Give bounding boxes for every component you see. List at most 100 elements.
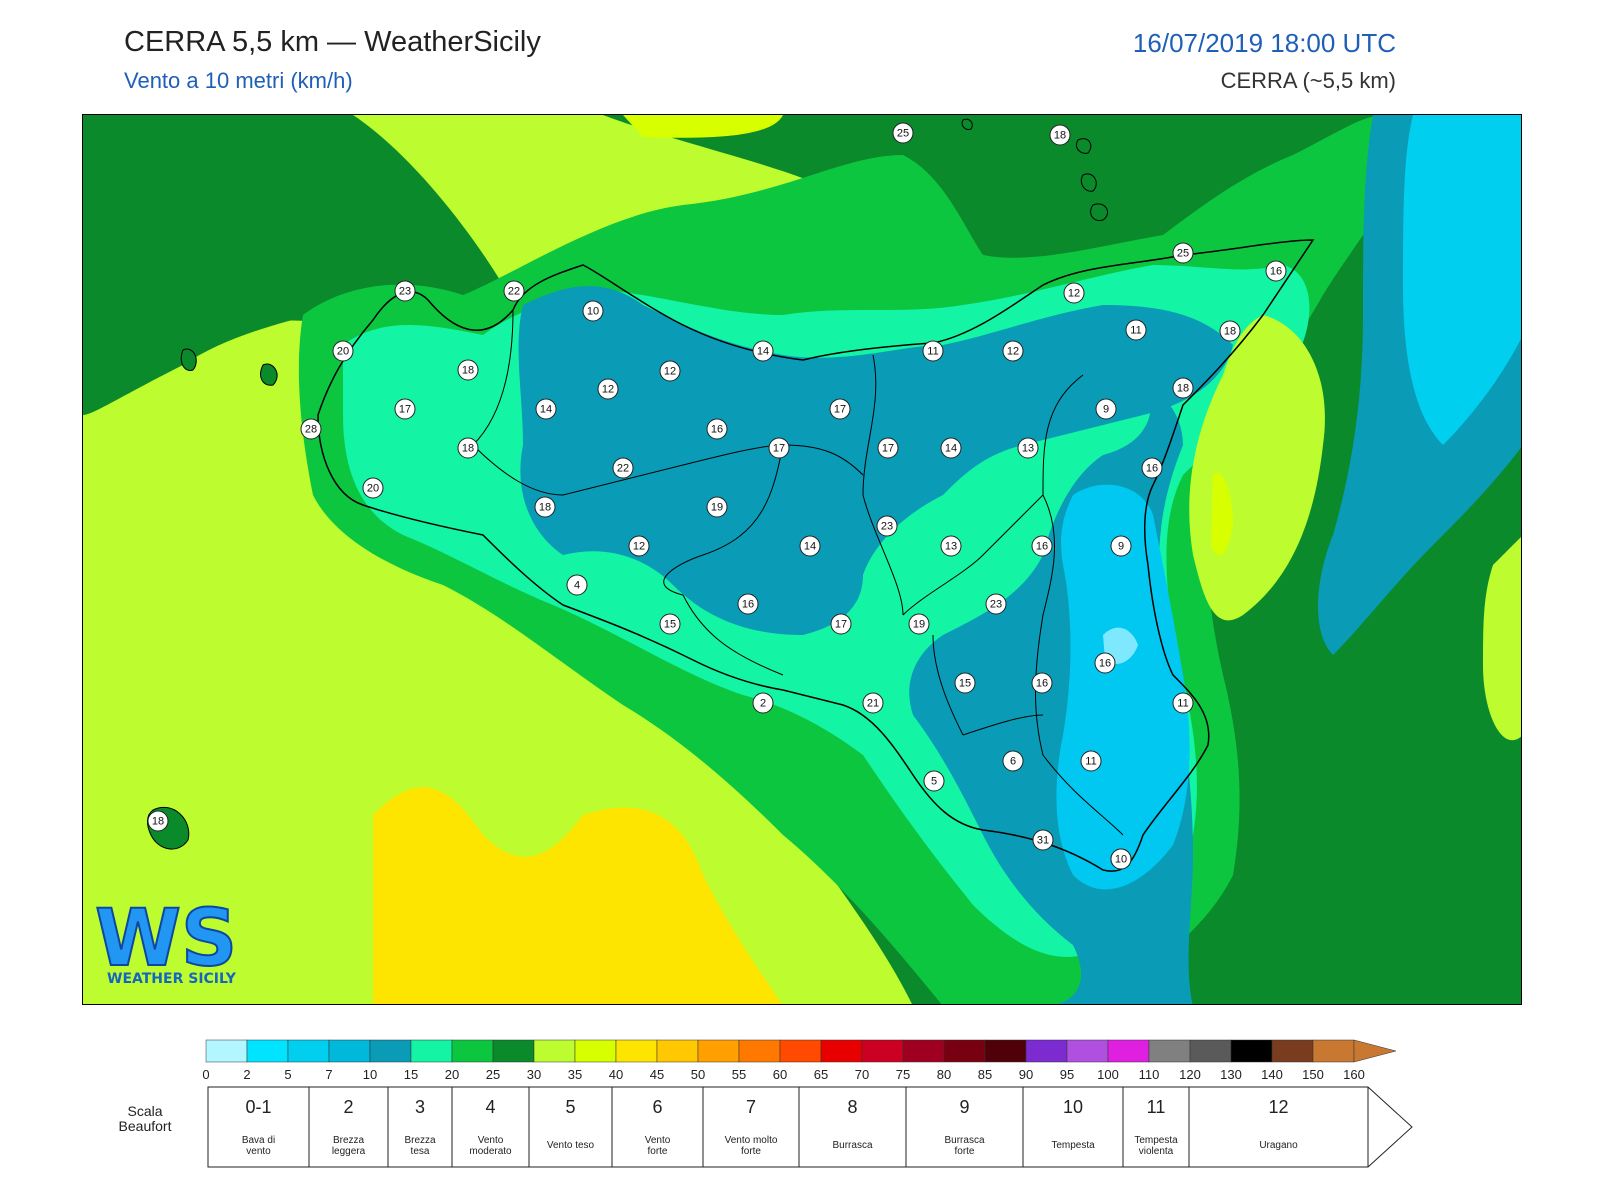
wind-point-marker	[876, 515, 898, 537]
legend-color-swatch	[369, 1039, 412, 1063]
wind-point-value: 12	[633, 541, 645, 553]
wind-point-marker	[892, 122, 914, 144]
beaufort-number: 6	[652, 1097, 662, 1117]
wind-point-label: 6	[1002, 750, 1024, 772]
wind-point-value: 18	[1054, 130, 1066, 142]
beaufort-box	[702, 1086, 800, 1168]
wind-point-label: 16	[737, 593, 759, 615]
wind-point-label: 12	[1063, 282, 1085, 304]
wind-point-value: 19	[913, 619, 925, 631]
wind-point-marker	[1110, 535, 1132, 557]
legend-tick-label: 25	[486, 1067, 500, 1082]
wind-point-marker	[534, 496, 556, 518]
wind-point-value: 11	[1130, 325, 1141, 337]
legend-color-swatch	[943, 1039, 986, 1063]
wind-point-value: 17	[834, 404, 846, 416]
wind-zone-2-5	[1103, 627, 1138, 665]
beaufort-box-arrow	[1188, 1086, 1413, 1168]
wind-point-value: 4	[574, 580, 580, 592]
legend-tick-label: 95	[1060, 1067, 1074, 1082]
legend-color-swatch	[410, 1039, 453, 1063]
beaufort-description: violenta	[1139, 1146, 1174, 1157]
legend-tick-label: 35	[568, 1067, 582, 1082]
legend-color-swatch	[574, 1039, 617, 1063]
wind-point-value: 19	[711, 502, 723, 514]
wind-point-label: 15	[659, 613, 681, 635]
wind-point-value: 16	[1036, 678, 1048, 690]
wind-point-value: 17	[882, 443, 894, 455]
wind-point-marker	[362, 477, 384, 499]
legend-tick-label: 10	[363, 1067, 377, 1082]
wind-point-value: 25	[897, 128, 909, 140]
wind-point-value: 17	[399, 404, 411, 416]
wind-point-value: 16	[1099, 658, 1111, 670]
wind-point-marker	[1032, 829, 1054, 851]
wind-point-label: 16	[1031, 535, 1053, 557]
wind-point-marker	[612, 457, 634, 479]
sicily-coastline	[317, 239, 1315, 872]
legend-color-swatch	[615, 1039, 658, 1063]
wind-point-value: 11	[1177, 698, 1188, 710]
wind-point-value: 14	[757, 346, 769, 358]
wind-point-value: 15	[959, 678, 971, 690]
wind-point-value: 16	[1270, 266, 1282, 278]
forecast-datetime: 16/07/2019 18:00 UTC	[1132, 28, 1396, 58]
beaufort-box	[387, 1086, 453, 1168]
legend-tick-label: 55	[732, 1067, 746, 1082]
wind-point-value: 17	[835, 619, 847, 631]
legend-color-swatch	[1148, 1039, 1191, 1063]
wind-point-value: 6	[1010, 756, 1016, 768]
wind-point-label: 31	[1032, 829, 1054, 851]
legend-color-swatch	[1066, 1039, 1109, 1063]
wind-point-marker	[862, 692, 884, 714]
wind-point-value: 16	[1036, 541, 1048, 553]
wind-point-label: 21	[862, 692, 884, 714]
legend-tick-label: 90	[1019, 1067, 1033, 1082]
legend-color-swatch	[738, 1039, 781, 1063]
wind-point-label: 13	[940, 535, 962, 557]
beaufort-number: 5	[565, 1097, 575, 1117]
wind-point-label: 13	[1017, 437, 1039, 459]
wind-point-value: 20	[367, 483, 379, 495]
beaufort-level: 10 Tempesta	[1022, 1086, 1124, 1168]
beaufort-description: Burrasca	[944, 1135, 984, 1146]
wind-point-marker	[332, 340, 354, 362]
weathersicily-logo: WS WEATHER SICILY	[94, 893, 238, 987]
legend-tick-label: 0	[202, 1067, 209, 1082]
wind-point-label: 16	[1031, 672, 1053, 694]
wind-point-value: 23	[990, 599, 1002, 611]
wind-point-label: 9	[1110, 535, 1132, 557]
wind-point-marker	[394, 398, 416, 420]
beaufort-description: Vento	[478, 1135, 504, 1146]
beaufort-description: forte	[647, 1146, 667, 1157]
wind-point-label: 16	[1265, 260, 1287, 282]
legend-tick-label: 110	[1139, 1067, 1160, 1082]
logo-ws-letters: WS	[95, 894, 237, 984]
wind-point-marker	[1031, 535, 1053, 557]
wind-point-value: 15	[664, 619, 676, 631]
wind-point-label: 20	[332, 340, 354, 362]
legend-tick-label: 130	[1220, 1067, 1242, 1082]
wind-point-marker	[799, 535, 821, 557]
wind-point-label: 12	[659, 360, 681, 382]
map-subtitle: Vento a 10 metri (km/h)	[124, 68, 353, 93]
wind-point-marker	[830, 613, 852, 635]
wind-zone-east-edge	[1483, 537, 1521, 741]
legend-tick-label: 50	[691, 1067, 705, 1082]
legend-color-swatch	[861, 1039, 904, 1063]
wind-point-marker	[1110, 848, 1132, 870]
legend-color-swatch	[820, 1039, 863, 1063]
wind-zone-35-40	[373, 787, 782, 1004]
legend-color-swatch	[492, 1039, 535, 1063]
legend-tick-label: 40	[609, 1067, 623, 1082]
wind-point-marker	[582, 300, 604, 322]
wind-point-marker	[1002, 750, 1024, 772]
legend-tick-label: 80	[937, 1067, 951, 1082]
wind-point-label: 16	[706, 418, 728, 440]
legend-tick-label: 70	[855, 1067, 869, 1082]
wind-point-value: 12	[602, 384, 614, 396]
beaufort-description: vento	[246, 1146, 271, 1157]
legend-color-swatch	[533, 1039, 576, 1063]
